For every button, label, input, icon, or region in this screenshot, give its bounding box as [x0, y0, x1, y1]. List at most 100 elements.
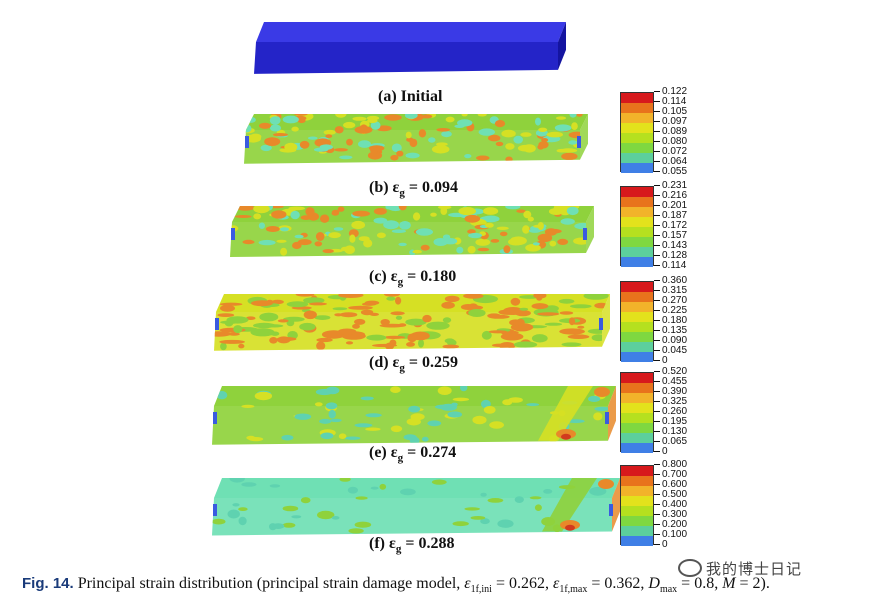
legend-b: 0.122 0.114 0.105 0.097 0.089 0.080 0.072 0.064…	[620, 87, 730, 177]
beam-f-side-face	[612, 478, 620, 532]
legend-d-tick: 0.180	[654, 316, 687, 326]
legend-b-tick: 0.064	[654, 157, 687, 167]
beam-b-side-face	[580, 114, 588, 160]
panel-a-label: (a) Initial	[378, 88, 443, 105]
beam-e	[212, 386, 616, 445]
legend-e: 0.520 0.455 0.390 0.325 0.260 0.195 0.130 0.065…	[620, 367, 730, 457]
legend-d-color-1	[621, 292, 653, 302]
legend-b-color-4	[621, 133, 653, 143]
legend-b-tick: 0.097	[654, 117, 687, 127]
beam-c	[230, 206, 594, 257]
legend-f-tick: 0.700	[654, 470, 687, 480]
beam-e-front-face	[212, 406, 608, 445]
legend-b-tick: 0.080	[654, 137, 687, 147]
legend-d-color-6	[621, 342, 653, 352]
legend-c-colorbar	[620, 186, 654, 267]
legend-c-tick: 0.157	[654, 231, 687, 241]
beam-e-right-support	[605, 412, 609, 424]
legend-f-tick: 0.100	[654, 530, 687, 540]
legend-c-color-4	[621, 227, 653, 237]
beam-e-side-face	[608, 386, 616, 441]
figure-caption: Fig. 14. Principal strain distribution (…	[22, 575, 770, 596]
beam-d-side-face	[602, 294, 610, 347]
legend-e-color-6	[621, 433, 653, 443]
legend-d-color-0	[621, 282, 653, 292]
figure-canvas	[212, 22, 620, 536]
legend-f-tick: 0	[654, 540, 668, 550]
legend-c: 0.231 0.216 0.201 0.187 0.172 0.157 0.143 0.128…	[620, 181, 730, 271]
legend-c-color-7	[621, 257, 653, 267]
beam-e-corner-hot	[594, 387, 610, 397]
legend-b-colorbar	[620, 92, 654, 173]
beam-f-hot-red	[565, 524, 575, 531]
panel-b-label: (b) εg = 0.094	[369, 179, 459, 200]
legend-d-color-4	[621, 322, 653, 332]
beam-f-corner-hot	[598, 479, 614, 489]
beam-e-hot-red	[561, 433, 571, 440]
beam-b-contours	[244, 114, 585, 163]
legend-e-color-1	[621, 383, 653, 393]
beam-b-right-support	[577, 136, 581, 148]
legend-c-color-3	[621, 217, 653, 227]
legend-d-tick: 0.225	[654, 306, 687, 316]
legend-b-tick: 0.114	[654, 97, 686, 107]
legend-d-tick: 0.045	[654, 346, 687, 356]
beam-e-top-face	[214, 386, 616, 406]
legend-c-color-6	[621, 247, 653, 257]
legend-e-color-3	[621, 403, 653, 413]
legend-c-tick: 0.187	[654, 211, 687, 221]
beam-a-front-face	[254, 42, 558, 74]
panel-c-label: (c) εg = 0.180	[369, 268, 457, 289]
legend-d-color-3	[621, 312, 653, 322]
beam-f	[212, 478, 620, 536]
legend-f-tick: 0.300	[654, 510, 687, 520]
legend-c-tick: 0.114	[654, 261, 686, 271]
beam-f-right-support	[609, 504, 613, 516]
legend-d: 0.360 0.315 0.270 0.225 0.180 0.135 0.090 0.045…	[620, 276, 730, 366]
legend-d-color-7	[621, 352, 653, 362]
legend-d-tick: 0.135	[654, 326, 687, 336]
legend-d-color-2	[621, 302, 653, 312]
legend-f-tick: 0.500	[654, 490, 687, 500]
legend-c-color-1	[621, 197, 653, 207]
legend-d-tick: 0.090	[654, 336, 687, 346]
legend-e-tick: 0.455	[654, 377, 687, 387]
legend-d-tick: 0	[654, 356, 668, 366]
legend-f-color-3	[621, 496, 653, 506]
legend-c-color-5	[621, 237, 653, 247]
beam-c-front-face	[230, 222, 586, 257]
legend-c-tick: 0.231	[654, 181, 687, 191]
legend-c-tick: 0.216	[654, 191, 687, 201]
legend-f: 0.800 0.700 0.600 0.500 0.400 0.300 0.200 0.100…	[620, 460, 730, 550]
legend-b-color-2	[621, 113, 653, 123]
beam-c-contours	[230, 206, 592, 256]
beam-a-side-face	[558, 22, 566, 70]
panel-d-label: (d) εg = 0.259	[369, 354, 459, 375]
legend-e-colorbar	[620, 372, 654, 453]
beam-d-right-support	[599, 318, 603, 330]
beam-e-contours	[216, 386, 610, 445]
panel-f-label: (f) εg = 0.288	[369, 535, 455, 556]
wechat-watermark: 我的博士日记	[678, 558, 802, 579]
legend-f-tick: 0.800	[654, 460, 687, 470]
legend-c-tick: 0.172	[654, 221, 687, 231]
legend-f-color-5	[621, 516, 653, 526]
legend-d-colorbar	[620, 281, 654, 362]
beam-c-side-face	[586, 206, 594, 253]
legend-f-tick: 0.200	[654, 520, 687, 530]
legend-e-color-5	[621, 423, 653, 433]
legend-b-color-5	[621, 143, 653, 153]
legend-c-tick: 0.201	[654, 201, 687, 211]
legend-e-tick: 0.065	[654, 437, 687, 447]
legend-e-tick: 0.520	[654, 367, 687, 377]
legend-b-tick: 0.055	[654, 167, 687, 177]
wechat-icon	[678, 558, 702, 577]
legend-f-color-1	[621, 476, 653, 486]
legend-f-color-6	[621, 526, 653, 536]
legend-b-tick: 0.105	[654, 107, 687, 117]
legend-b-color-7	[621, 163, 653, 173]
legend-d-tick: 0.315	[654, 286, 687, 296]
legend-e-tick: 0.130	[654, 427, 687, 437]
legend-f-colorbar	[620, 465, 654, 546]
beam-f-top-face	[214, 478, 620, 498]
